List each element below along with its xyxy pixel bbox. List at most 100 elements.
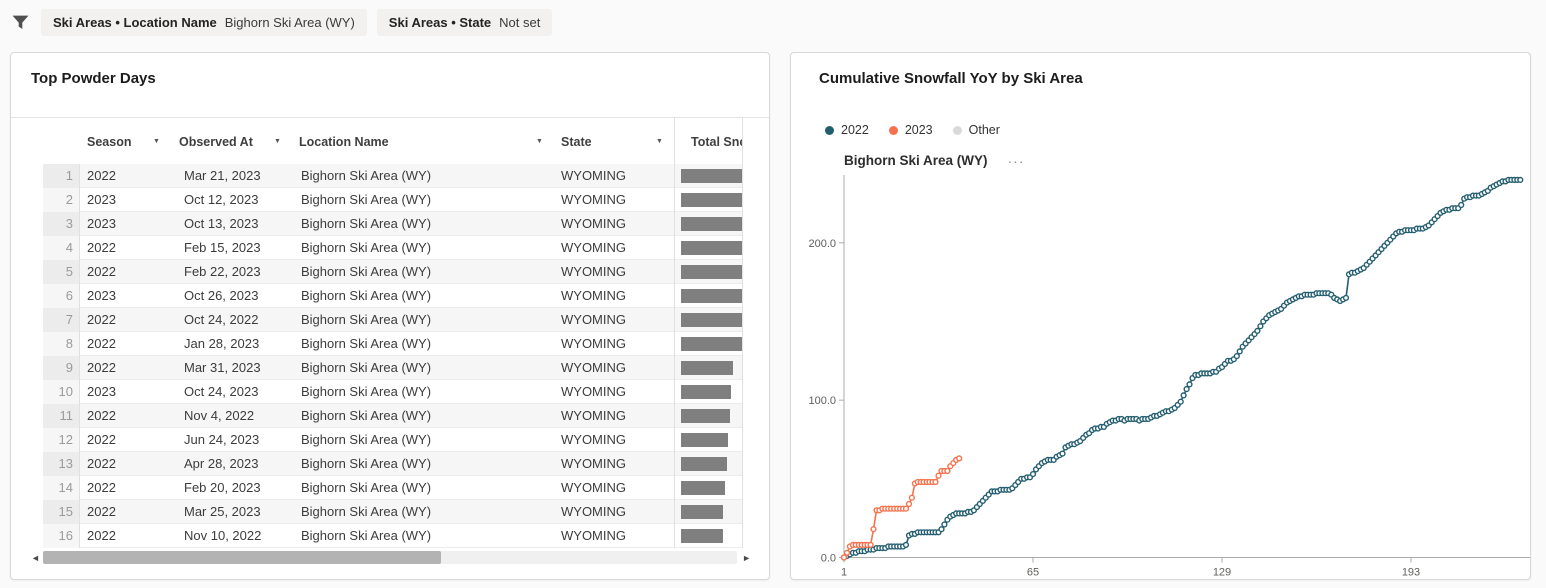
sort-caret-icon[interactable]: ▼ [656,138,663,145]
total-snowfall-bar [681,433,728,447]
cell-season: 2023 [87,192,116,207]
horizontal-scrollbar[interactable]: ◄ ► [29,551,751,565]
cell-season: 2022 [87,456,116,471]
sort-caret-icon[interactable]: ▼ [153,138,160,145]
column-header-total-snowfall[interactable]: Total Snowfall [691,135,742,149]
table-row[interactable]: 9 2022 Mar 31, 2023 Bighorn Ski Area (WY) WY… [43,356,742,380]
cell-season: 2023 [87,384,116,399]
cell-season: 2022 [87,264,116,279]
cell-state: WYOMING [561,456,626,471]
row-number: 3 [43,212,80,236]
total-snowfall-bar [681,361,733,375]
scrollbar-track[interactable] [43,551,737,564]
total-snowfall-bar [681,313,742,327]
cell-observed-at: Feb 22, 2023 [184,264,261,279]
y-tick-label: 100.0 [808,395,836,407]
x-tick-label: 1 [841,567,847,579]
column-header-location-name[interactable]: Location Name [299,135,389,149]
legend-label: 2022 [841,123,869,137]
table-row[interactable]: 13 2022 Apr 28, 2023 Bighorn Ski Area (WY) W… [43,452,742,476]
legend-item-2022[interactable]: 2022 [825,123,869,137]
table-row[interactable]: 14 2022 Feb 20, 2023 Bighorn Ski Area (WY) W… [43,476,742,500]
table-row[interactable]: 16 2022 Nov 10, 2022 Bighorn Ski Area (WY) W… [43,524,742,548]
scrollbar-thumb[interactable] [43,551,441,564]
total-snowfall-bar [681,457,727,471]
series-markers-2022 [840,176,1524,561]
row-number: 7 [43,308,80,332]
table-panel-title: Top Powder Days [31,70,156,87]
cell-location-name: Bighorn Ski Area (WY) [301,360,432,375]
y-tick-label: 200.0 [808,238,836,250]
column-header-observed-at[interactable]: Observed At [179,135,253,149]
filter-chip-state[interactable]: Ski Areas • State Not set [376,8,553,36]
cell-observed-at: Nov 10, 2022 [184,528,262,543]
row-number: 2 [43,188,80,212]
cell-location-name: Bighorn Ski Area (WY) [301,264,432,279]
total-snowfall-bar [681,289,742,303]
cell-state: WYOMING [561,192,626,207]
legend-item-2023[interactable]: 2023 [888,123,933,137]
table-row[interactable]: 5 2022 Feb 22, 2023 Bighorn Ski Area (WY) WY… [43,260,742,284]
table-row[interactable]: 3 2023 Oct 13, 2023 Bighorn Ski Area (WY) WY… [43,212,742,236]
cell-state: WYOMING [561,168,626,183]
cell-location-name: Bighorn Ski Area (WY) [301,288,432,303]
filter-chip-location-name[interactable]: Ski Areas • Location Name Bighorn Ski Ar… [41,8,367,36]
column-header-season[interactable]: Season [87,135,132,149]
chart-legend: 2022 2023 Other [825,123,1000,137]
table-row[interactable]: 10 2023 Oct 24, 2023 Bighorn Ski Area (WY) W… [43,380,742,404]
sort-caret-icon[interactable]: ▼ [536,138,543,145]
legend-label: Other [968,123,1000,137]
table-row[interactable]: 4 2022 Feb 15, 2023 Bighorn Ski Area (WY) WY… [43,236,742,260]
cell-observed-at: Feb 20, 2023 [184,480,261,495]
cell-observed-at: Oct 24, 2022 [184,312,259,327]
cell-location-name: Bighorn Ski Area (WY) [301,504,432,519]
total-snowfall-bar [681,409,730,423]
total-snowfall-bar [681,169,742,183]
column-header-state[interactable]: State [561,135,592,149]
scroll-right-arrow-icon[interactable]: ► [742,553,751,563]
cell-season: 2022 [87,480,116,495]
row-number: 5 [43,260,80,284]
panel-divider [11,117,769,118]
cumulative-snowfall-chart[interactable]: 0.0 100.0 200.0 1 65 129 193 [791,53,1530,579]
total-snowfall-bar [681,265,742,279]
table-row[interactable]: 2 2023 Oct 12, 2023 Bighorn Ski Area (WY) WY… [43,188,742,212]
legend-item-other[interactable]: Other [952,123,1000,137]
table-row[interactable]: 15 2022 Mar 25, 2023 Bighorn Ski Area (WY) W… [43,500,742,524]
cell-observed-at: Apr 28, 2023 [184,456,259,471]
row-number: 6 [43,284,80,308]
row-number: 1 [43,164,80,188]
row-number: 11 [43,404,80,428]
cell-location-name: Bighorn Ski Area (WY) [301,528,432,543]
legend-label: 2023 [904,123,933,137]
cell-location-name: Bighorn Ski Area (WY) [301,480,432,495]
column-clip-edge [742,118,743,548]
chart-subtitle-row: Bighorn Ski Area (WY) ··· [844,153,1025,168]
table-row[interactable]: 12 2022 Jun 24, 2023 Bighorn Ski Area (WY) W… [43,428,742,452]
cell-season: 2022 [87,168,116,183]
cell-state: WYOMING [561,360,626,375]
cell-state: WYOMING [561,216,626,231]
cell-season: 2022 [87,528,116,543]
chart-subtitle: Bighorn Ski Area (WY) [844,153,988,168]
top-powder-days-panel: Top Powder Days Season ▼ Observed At ▼ L… [10,52,770,580]
table-row[interactable]: 8 2022 Jan 28, 2023 Bighorn Ski Area (WY) WY… [43,332,742,356]
total-snowfall-bar [681,505,723,519]
table-header-row: Season ▼ Observed At ▼ Location Name ▼ S… [43,118,742,164]
table-row[interactable]: 11 2022 Nov 4, 2022 Bighorn Ski Area (WY) WY… [43,404,742,428]
total-snowfall-bar [681,481,725,495]
table-row[interactable]: 6 2023 Oct 26, 2023 Bighorn Ski Area (WY) WY… [43,284,742,308]
cell-observed-at: Jun 24, 2023 [184,432,260,447]
x-tick-label: 193 [1402,567,1420,579]
row-number: 10 [43,380,80,404]
cell-location-name: Bighorn Ski Area (WY) [301,432,432,447]
total-snowfall-bar [681,337,742,351]
y-tick-label: 0.0 [821,553,836,565]
cell-season: 2022 [87,336,116,351]
table-row[interactable]: 7 2022 Oct 24, 2022 Bighorn Ski Area (WY) WY… [43,308,742,332]
table-row[interactable]: 1 2022 Mar 21, 2023 Bighorn Ski Area (WY) WY… [43,164,742,188]
chart-menu-ellipsis-icon[interactable]: ··· [1007,152,1025,169]
scroll-left-arrow-icon[interactable]: ◄ [31,553,40,563]
cell-location-name: Bighorn Ski Area (WY) [301,216,432,231]
sort-caret-icon[interactable]: ▼ [274,138,281,145]
